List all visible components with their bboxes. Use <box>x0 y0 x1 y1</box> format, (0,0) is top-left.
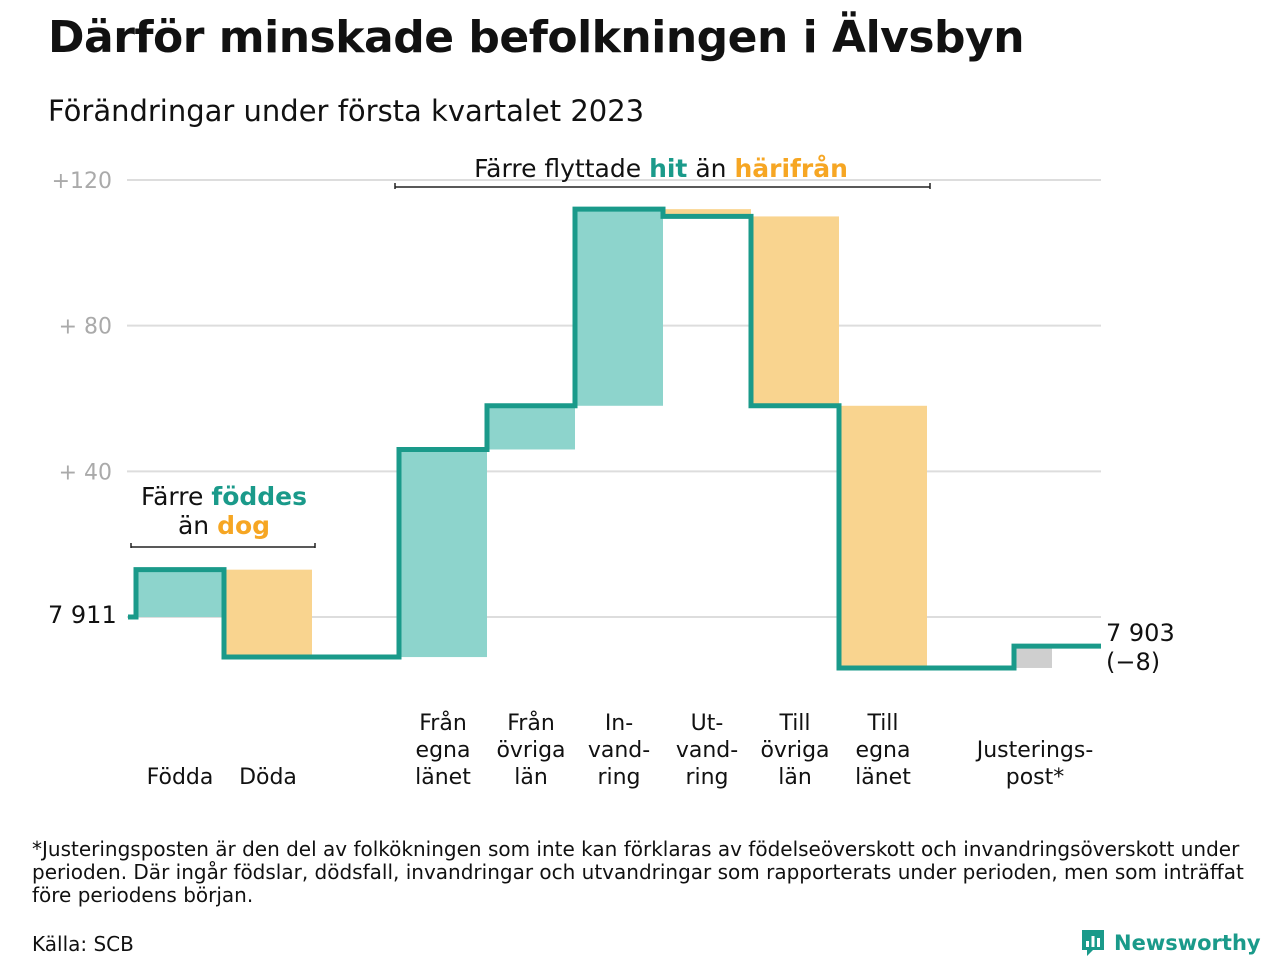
logo-text: Newsworthy <box>1114 931 1261 955</box>
category-label: län <box>514 765 548 790</box>
category-label: post* <box>1006 765 1065 790</box>
y-tick-label: + 80 <box>59 315 112 340</box>
y-tick-label: + 40 <box>59 460 112 485</box>
chart-subtitle: Förändringar under första kvartalet 2023 <box>48 94 645 128</box>
category-label: Från <box>419 710 467 736</box>
category-label: övriga <box>760 738 829 763</box>
bar-2 <box>399 449 487 658</box>
annotation-highlight-orange: härifrån <box>734 154 847 183</box>
category-label: Justerings- <box>975 738 1094 763</box>
chart-title: Därför minskade befolkningen i Älvsbyn <box>48 12 1025 63</box>
footnote: *Justeringsposten är den del av folkökni… <box>32 837 1244 907</box>
bar-0 <box>136 569 224 617</box>
category-label: Ut- <box>691 711 724 736</box>
annotation-highlight-teal: föddes <box>211 482 307 511</box>
annotation-text: än <box>687 154 734 183</box>
category-label: länet <box>855 765 911 790</box>
bar-8 <box>1014 646 1052 668</box>
category-label: egna <box>856 738 911 763</box>
bar-3 <box>487 405 575 450</box>
annotation-text: än <box>178 511 217 540</box>
bar-5 <box>663 209 751 217</box>
category-label: vand- <box>676 738 738 763</box>
category-label: Födda <box>147 765 214 790</box>
newsworthy-logo: Newsworthy <box>1080 928 1261 958</box>
y-tick-label: +120 <box>52 169 112 194</box>
annotation-births-line1: Färre föddes <box>141 482 307 511</box>
category-label: Från <box>507 710 555 736</box>
category-label: vand- <box>588 738 650 763</box>
annotation-highlight-orange: dog <box>217 511 270 540</box>
annotation-bracket-births <box>130 543 316 548</box>
category-label: egna <box>416 738 471 763</box>
category-label: Döda <box>239 765 297 790</box>
bar-6 <box>751 216 839 406</box>
annotation-text: Färre flyttade <box>474 154 649 183</box>
category-label: In- <box>605 711 633 736</box>
net-change-label: (−8) <box>1106 648 1160 676</box>
category-label: ring <box>597 765 640 790</box>
category-label: Till <box>778 711 810 736</box>
start-value-label: 7 911 <box>48 601 117 629</box>
bar-1 <box>224 569 312 658</box>
category-label: övriga <box>496 738 565 763</box>
annotation-highlight-teal: hit <box>649 154 687 183</box>
category-label: län <box>778 765 812 790</box>
category-label: Till <box>866 711 898 736</box>
end-value-label: 7 903 <box>1106 619 1175 647</box>
category-label: länet <box>415 765 471 790</box>
bar-chart-speech-icon <box>1082 930 1104 956</box>
annotation-births-line2: än dog <box>178 511 270 540</box>
category-label: ring <box>685 765 728 790</box>
running-total-line <box>128 206 1101 671</box>
annotation-bracket-moves <box>394 183 931 189</box>
annotation-text: Färre <box>141 482 211 511</box>
bar-7 <box>839 405 927 668</box>
annotation-moves: Färre flyttade hit än härifrån <box>474 154 848 183</box>
source-label: Källa: SCB <box>32 932 134 956</box>
bar-4 <box>575 209 663 406</box>
